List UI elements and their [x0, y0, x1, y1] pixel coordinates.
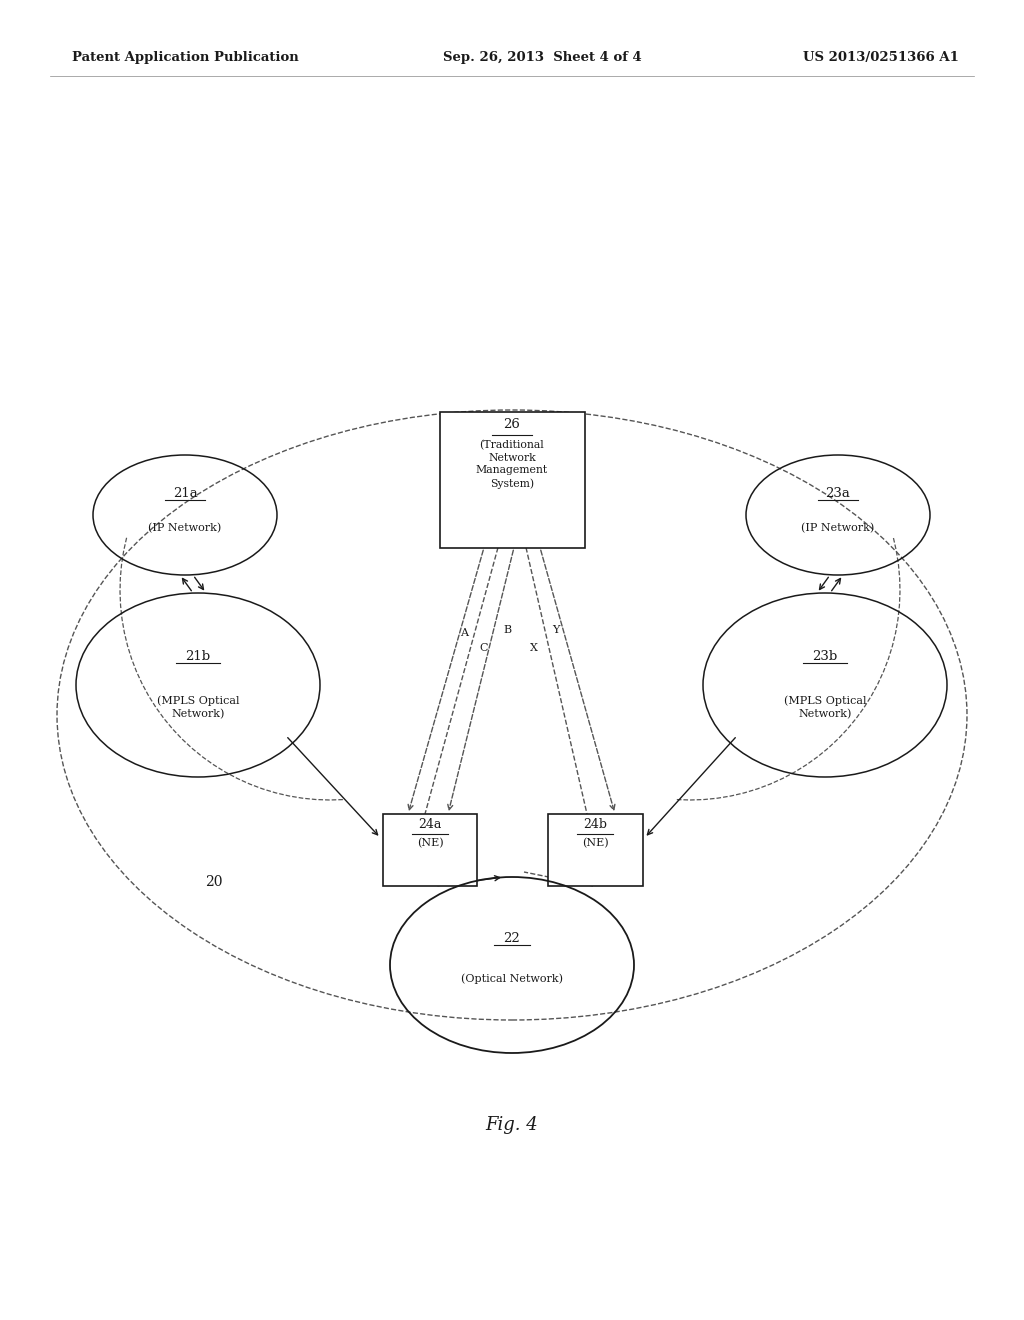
Text: (IP Network): (IP Network) — [802, 523, 874, 533]
Text: Y: Y — [552, 624, 560, 635]
Text: Patent Application Publication: Patent Application Publication — [72, 51, 299, 65]
Text: 20: 20 — [205, 875, 222, 888]
Text: (Optical Network): (Optical Network) — [461, 973, 563, 983]
Text: (NE): (NE) — [582, 838, 608, 849]
Text: (MPLS Optical
Network): (MPLS Optical Network) — [783, 696, 866, 719]
Text: C: C — [480, 643, 488, 653]
Text: (IP Network): (IP Network) — [148, 523, 221, 533]
Text: 22: 22 — [504, 932, 520, 945]
Text: (NE): (NE) — [417, 838, 443, 849]
Text: X: X — [530, 643, 538, 653]
Text: (MPLS Optical
Network): (MPLS Optical Network) — [157, 696, 240, 719]
Text: 23a: 23a — [825, 487, 851, 500]
Text: (Traditional
Network
Management
System): (Traditional Network Management System) — [476, 440, 548, 488]
FancyBboxPatch shape — [439, 412, 585, 548]
Text: 21a: 21a — [173, 487, 198, 500]
Text: US 2013/0251366 A1: US 2013/0251366 A1 — [803, 51, 959, 65]
Text: 21b: 21b — [185, 649, 211, 663]
Text: Sep. 26, 2013  Sheet 4 of 4: Sep. 26, 2013 Sheet 4 of 4 — [442, 51, 641, 65]
FancyBboxPatch shape — [383, 814, 477, 886]
Text: 24b: 24b — [583, 818, 607, 832]
FancyBboxPatch shape — [548, 814, 642, 886]
Text: 24a: 24a — [419, 818, 441, 832]
Text: A: A — [460, 628, 468, 638]
Text: Fig. 4: Fig. 4 — [485, 1115, 539, 1134]
Text: 23b: 23b — [812, 649, 838, 663]
Text: B: B — [503, 624, 511, 635]
Text: 26: 26 — [504, 417, 520, 430]
